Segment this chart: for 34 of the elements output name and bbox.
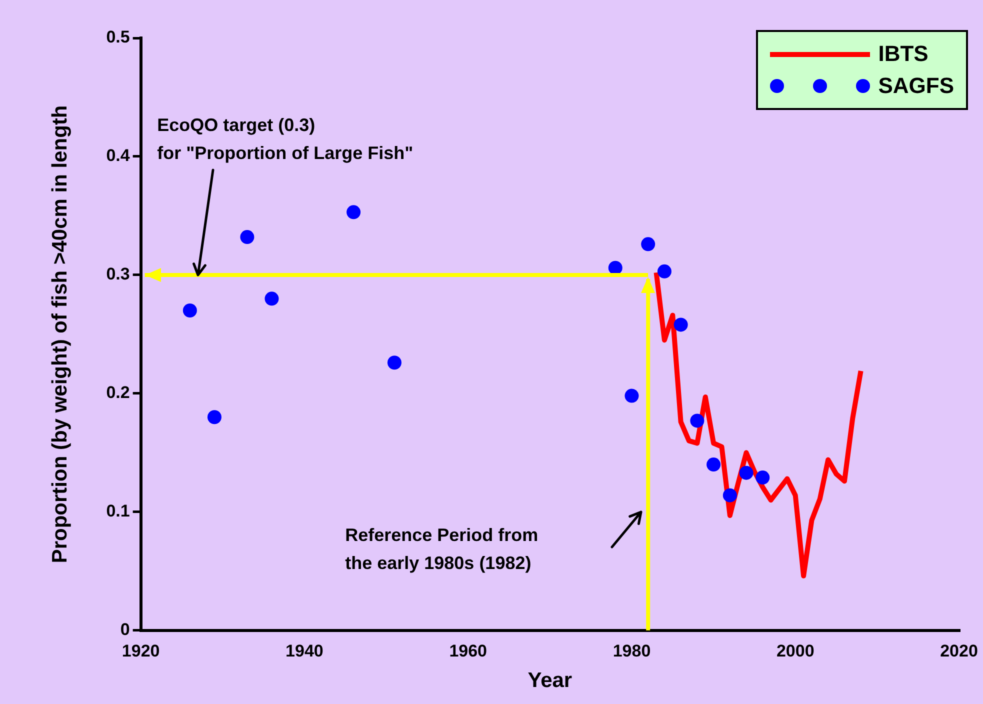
y-tick-label: 0 bbox=[120, 620, 130, 640]
y-tick-label: 0.3 bbox=[106, 264, 130, 284]
x-tick-label: 1960 bbox=[449, 641, 488, 660]
point bbox=[739, 466, 754, 480]
point bbox=[641, 237, 656, 252]
point bbox=[722, 488, 737, 502]
point bbox=[756, 470, 770, 485]
x-axis-title: Year bbox=[528, 669, 572, 692]
point bbox=[706, 458, 721, 472]
annotation: Reference Period from the early 1980s (1982) bbox=[345, 524, 538, 576]
x-tick-label: 2000 bbox=[776, 641, 814, 660]
x-tick-label: 1940 bbox=[286, 641, 324, 660]
legend-label: IBTS bbox=[878, 41, 928, 67]
point bbox=[346, 205, 361, 220]
y-tick-label: 0.5 bbox=[106, 28, 130, 47]
x-tick-label: 2020 bbox=[940, 641, 978, 660]
point bbox=[264, 292, 279, 306]
point bbox=[182, 304, 197, 318]
legend-label: SAGFS bbox=[878, 73, 954, 99]
x-tick-label: 1980 bbox=[612, 641, 651, 660]
point bbox=[608, 260, 622, 275]
y-tick-label: 0.1 bbox=[106, 502, 130, 521]
y-tick-label: 0.2 bbox=[106, 383, 130, 402]
annotation: EcoQO target (0.3) for "Proportion of Large Fish" bbox=[157, 114, 414, 165]
point bbox=[624, 388, 639, 403]
point bbox=[240, 230, 254, 244]
y-tick-label: 0.4 bbox=[106, 146, 130, 166]
point bbox=[674, 318, 688, 332]
point bbox=[387, 356, 402, 370]
point bbox=[207, 410, 222, 424]
y-axis-title: Proportion (by weight) of fish >40cm in length bbox=[48, 105, 72, 564]
point bbox=[690, 414, 704, 428]
x-tick-label: 1920 bbox=[122, 641, 160, 660]
point bbox=[657, 264, 672, 278]
